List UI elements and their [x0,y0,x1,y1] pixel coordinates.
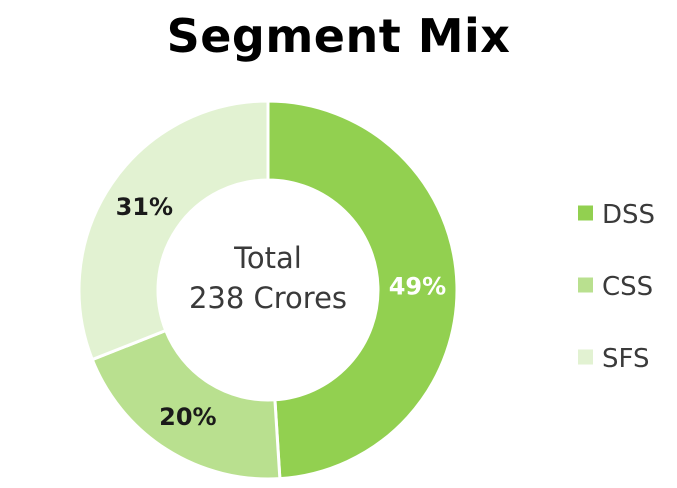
slice-label-sfs: 31% [116,193,173,221]
legend-label-css: CSS [602,272,653,302]
legend-swatch-sfs [578,349,593,365]
legend-swatch-css [578,277,593,293]
legend: DSS CSS SFS [578,200,655,374]
slice-labels-group: 49% 20% 31% [116,193,447,431]
slice-dss [266,99,459,481]
center-total-label: Total [233,241,302,275]
legend-label-dss: DSS [602,200,655,230]
legend-swatch-dss [578,205,593,221]
slice-label-css: 20% [159,403,216,431]
slice-label-dss: 49% [389,272,446,300]
chart-title: Segment Mix [166,9,511,63]
slices-group [77,99,459,481]
legend-label-sfs: SFS [602,344,650,374]
slice-css [90,328,282,481]
slice-sfs [77,99,270,362]
center-amount-label: 238 Crores [189,281,347,315]
